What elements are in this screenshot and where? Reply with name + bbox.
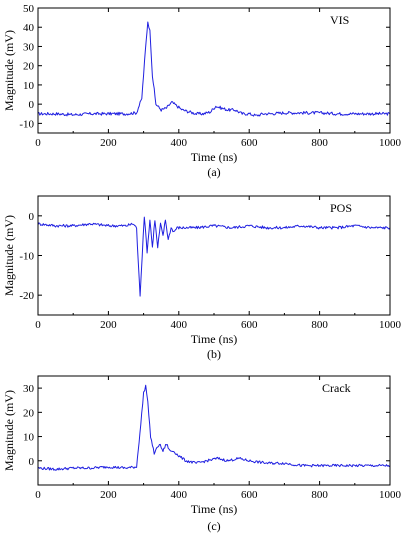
x-tick-label: 0: [35, 137, 41, 149]
x-tick-label: 1000: [379, 489, 402, 501]
panel-annotation: Crack: [322, 381, 351, 395]
x-tick-label: 600: [241, 319, 258, 331]
series-line: [37, 216, 391, 297]
y-tick-label: 0: [29, 211, 35, 223]
y-axis-label: Magnitude (mV): [2, 390, 16, 471]
y-tick-label: 20: [23, 407, 35, 419]
x-tick-label: 200: [100, 319, 117, 331]
y-tick-label: 30: [23, 383, 35, 395]
series-line: [37, 21, 391, 117]
series-line: [37, 384, 391, 471]
panel-annotation: POS: [330, 201, 352, 215]
x-tick-label: 400: [171, 489, 188, 501]
x-tick-label: 600: [241, 489, 258, 501]
x-tick-label: 800: [311, 319, 328, 331]
panel-caption: (b): [207, 347, 221, 361]
x-tick-label: 200: [100, 137, 117, 149]
x-tick-label: 400: [171, 137, 188, 149]
x-tick-label: 1000: [379, 137, 402, 149]
x-tick-label: 0: [35, 489, 41, 501]
chart-panel-2: 0 200 400 600 800 1000 -20 -10 0 Time (ns) Magnitu…: [2, 195, 402, 361]
x-axis-label: Time (ns): [191, 150, 238, 164]
y-tick-label: 0: [29, 456, 35, 468]
chart-panel-3: 0 200 400 600 800 1000 0 10 20 30 Time (ns) Magnitu…: [2, 375, 402, 533]
y-tick-label: -10: [19, 118, 34, 130]
y-tick-label: 0: [29, 99, 35, 111]
y-tick-label: 10: [23, 80, 35, 92]
y-tick-label: 20: [23, 61, 35, 73]
x-axis-label: Time (ns): [191, 502, 238, 516]
panel-caption: (c): [207, 519, 220, 533]
y-tick-label: 40: [23, 22, 35, 34]
x-tick-label: 0: [35, 319, 41, 331]
y-axis-label: Magnitude (mV): [2, 215, 16, 296]
x-tick-label: 800: [311, 489, 328, 501]
y-tick-label: 30: [23, 41, 35, 53]
x-tick-label: 400: [171, 319, 188, 331]
y-tick-label: -20: [19, 290, 34, 302]
x-tick-label: 1000: [379, 319, 402, 331]
panel-annotation: VIS: [330, 13, 349, 27]
x-tick-label: 600: [241, 137, 258, 149]
x-tick-label: 800: [311, 137, 328, 149]
y-tick-label: -10: [19, 251, 34, 263]
y-tick-label: 50: [23, 3, 35, 15]
x-tick-label: 200: [100, 489, 117, 501]
y-axis-label: Magnitude (mV): [2, 30, 16, 111]
y-tick-label: 10: [23, 432, 35, 444]
panel-caption: (a): [207, 165, 220, 179]
x-axis-label: Time (ns): [191, 332, 238, 346]
